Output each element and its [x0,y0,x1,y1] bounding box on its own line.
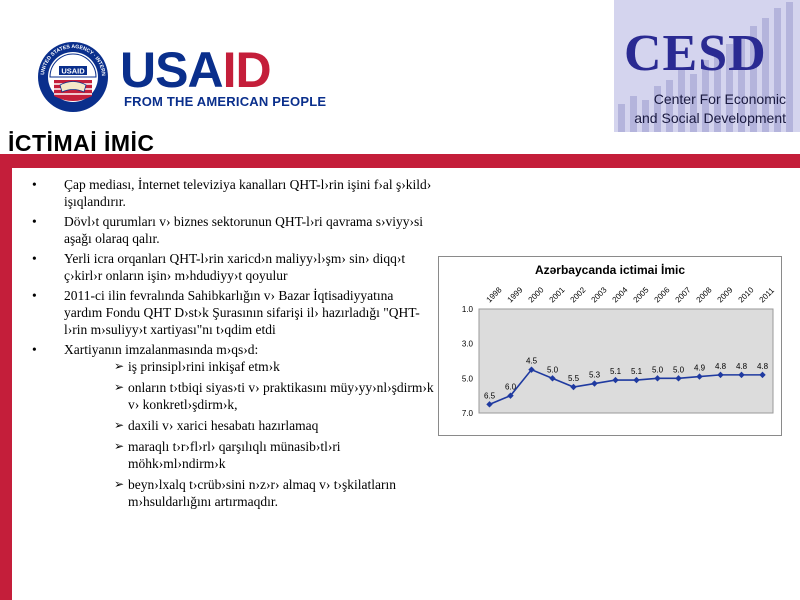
sub-bullet-text: daxili v› xarici hesabatı hazırlamaq [128,418,319,433]
sub-bullet-item: ➢ daxili v› xarici hesabatı hazırlamaq [64,417,434,434]
data-point [507,392,514,399]
chart-title: Azərbaycanda ictimai İmic [535,262,685,277]
data-label: 5.3 [589,371,601,380]
x-tick-label: 2006 [653,285,672,304]
bullet-item: Yerli icra orqanları QHT-l›rin xaricd›n … [28,250,434,284]
data-point [549,375,556,382]
data-label: 5.0 [652,365,664,374]
cesd-bars-icon [618,2,793,132]
usaid-wordmark-blue: USA [120,42,224,98]
data-point [654,375,661,382]
data-point [528,366,535,373]
sub-bullet-text: iş prinsipl›rini inkişaf etm›k [128,359,280,374]
arrow-bullet-icon: ➢ [114,380,125,394]
data-label: 4.8 [757,362,769,371]
bullet-item: Dövl›t qurumları v› biznes sektorunun QH… [28,213,434,247]
sub-bullet-list: ➢ iş prinsipl›rini inkişaf etm›k ➢ onların… [64,358,434,510]
sub-bullet-item: ➢ maraqlı t›r›fl›rl› qarşılıqlı münasib›t… [64,438,434,472]
data-label: 5.5 [568,374,580,383]
series-line [489,368,763,406]
sub-bullet-text: beyn›lxalq t›crüb›sini n›z›r› almaq v› t… [128,477,397,509]
data-point [486,401,493,408]
x-tick-label: 2003 [590,285,609,304]
arrow-bullet-icon: ➢ [114,439,125,453]
data-point [717,371,724,379]
x-tick-label: 2004 [611,285,630,304]
slide-content: Çap mediası, İnternet televiziya kanalla… [28,176,434,514]
sub-bullet-item: ➢ iş prinsipl›rini inkişaf etm›k [64,358,434,375]
y-tick-label: 1.0 [462,305,474,314]
data-label: 4.8 [715,362,727,371]
x-tick-label: 2011 [758,285,777,304]
arrow-bullet-icon: ➢ [114,418,125,432]
cesd-logo: CESD Center For Economic and Social Deve… [614,0,800,132]
data-point [696,373,703,380]
line-chart: Azərbaycanda ictimai İmic 1.0 3.0 5.0 7.0 199… [462,262,777,418]
chart-panel: Azərbaycanda ictimai İmic 1.0 3.0 5.0 7.0 199… [438,256,782,436]
data-label: 5.0 [547,365,559,374]
data-point [633,376,640,384]
sub-bullet-item: ➢ beyn›lxalq t›crüb›sini n›z›r› almaq v› … [64,476,434,510]
plot-area [478,308,774,414]
data-point [759,371,766,379]
arrow-bullet-icon: ➢ [114,477,125,491]
bullet-item-text: Xartiyanın imzalanmasında m›qs›d: [64,342,259,357]
data-point [612,376,619,384]
y-tick-label: 7.0 [462,409,474,418]
x-tick-label: 2009 [716,285,735,304]
x-tick-label: 2010 [737,285,756,304]
slide-title: İCTİMAİ İMİC [8,130,155,156]
data-point [591,380,598,387]
sub-bullet-item: ➢ onların t›tbiqi siyas›ti v› praktikasın… [64,379,434,413]
usaid-tagline: FROM THE AMERICAN PEOPLE [124,94,327,109]
data-label: 6.0 [505,383,517,392]
title-divider [0,154,800,168]
x-tick-label: 2001 [548,285,567,304]
x-tick-label: 2002 [569,285,588,304]
arrow-bullet-icon: ➢ [114,359,125,373]
usaid-wordmark-red: ID [222,42,272,98]
bullet-item: Xartiyanın imzalanmasında m›qs›d: ➢iş pr… [28,341,434,510]
data-label: 6.5 [484,391,496,400]
data-label: 5.1 [610,367,622,376]
usaid-seal-inner-text: USAID [61,67,85,76]
data-label: 5.0 [673,365,685,374]
x-tick-label: 2000 [527,285,546,304]
cesd-subtitle-line-1: Center For Economic [653,91,786,107]
x-tick-label: 1998 [485,285,504,304]
bullet-item: Çap mediası, İnternet televiziya kanalla… [28,176,434,210]
data-label: 4.9 [694,364,706,373]
x-tick-label: 2008 [695,285,714,304]
data-label: 4.8 [736,362,748,371]
data-label: 5.1 [631,367,643,376]
cesd-subtitle: Center For Economic and Social Developme… [634,90,786,128]
usaid-wordmark: USAID [120,42,272,98]
sub-bullet-text: onların t›tbiqi siyas›ti v› praktikasını… [128,380,434,412]
sub-bullet-text: maraqlı t›r›fl›rl› qarşılıqlı münasib›tl… [128,439,341,471]
left-accent-bar [0,168,12,600]
y-tick-label: 3.0 [462,340,474,349]
x-tick-label: 2007 [674,285,693,304]
usaid-seal-icon: USAID UNITED STATES AGENCY · INTERNATION… [36,40,108,112]
x-tick-label: 1999 [506,285,525,304]
data-point [738,371,745,379]
data-point [675,375,682,382]
data-label: 4.5 [526,357,538,366]
usaid-logo: USAID UNITED STATES AGENCY · INTERNATION… [36,40,326,114]
cesd-wordmark: CESD [624,25,767,82]
cesd-subtitle-line-2: and Social Development [634,110,786,126]
y-tick-label: 5.0 [462,374,474,383]
bullet-list: Çap mediası, İnternet televiziya kanalla… [28,176,434,510]
bullet-item: 2011-ci ilin fevralında Sahibkarlığın v›… [28,287,434,338]
data-point [570,383,577,391]
x-tick-label: 2005 [632,285,651,304]
